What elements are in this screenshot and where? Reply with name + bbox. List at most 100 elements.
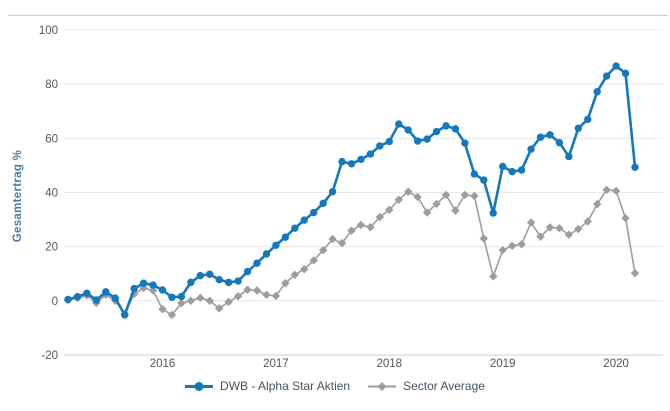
- data-point[interactable]: [224, 278, 233, 287]
- data-point[interactable]: [489, 272, 498, 281]
- data-point[interactable]: [233, 291, 243, 301]
- data-point[interactable]: [460, 190, 470, 200]
- data-point[interactable]: [583, 217, 592, 226]
- data-point[interactable]: [385, 137, 393, 146]
- data-point[interactable]: [177, 292, 186, 301]
- data-point[interactable]: [149, 281, 157, 289]
- data-point[interactable]: [423, 135, 431, 143]
- data-point[interactable]: [83, 289, 91, 297]
- data-point[interactable]: [271, 291, 281, 301]
- data-point[interactable]: [130, 284, 138, 293]
- total-return-line-chart[interactable]: -20 0 20 40 60 80 100 2016 2017 2018 2019 2020: [0, 0, 670, 372]
- data-point[interactable]: [422, 208, 432, 217]
- data-point[interactable]: [499, 162, 507, 171]
- data-point[interactable]: [177, 299, 186, 308]
- data-point[interactable]: [310, 208, 318, 217]
- data-point[interactable]: [526, 218, 536, 227]
- data-point[interactable]: [574, 124, 582, 133]
- data-point[interactable]: [92, 296, 101, 304]
- data-point[interactable]: [451, 125, 460, 133]
- data-point[interactable]: [111, 294, 119, 302]
- data-point[interactable]: [318, 245, 328, 255]
- data-point[interactable]: [366, 150, 375, 158]
- data-point[interactable]: [432, 127, 441, 136]
- data-point[interactable]: [517, 166, 526, 174]
- data-point[interactable]: [611, 186, 621, 196]
- data-point[interactable]: [262, 290, 271, 300]
- data-point[interactable]: [593, 88, 601, 96]
- data-point[interactable]: [291, 224, 299, 232]
- legend-item-dwb[interactable]: DWB - Alpha Star Aktien: [185, 379, 350, 393]
- data-point[interactable]: [196, 271, 204, 280]
- data-point[interactable]: [224, 297, 233, 307]
- data-point[interactable]: [508, 167, 516, 176]
- data-point[interactable]: [328, 187, 337, 196]
- data-point[interactable]: [234, 277, 242, 285]
- data-point[interactable]: [404, 187, 413, 196]
- data-point[interactable]: [253, 259, 261, 267]
- data-point[interactable]: [281, 233, 290, 241]
- data-point[interactable]: [602, 72, 611, 80]
- data-point[interactable]: [545, 223, 555, 232]
- data-point[interactable]: [64, 295, 72, 304]
- data-point[interactable]: [612, 62, 620, 70]
- data-point[interactable]: [206, 270, 214, 278]
- data-point[interactable]: [555, 224, 564, 233]
- data-point[interactable]: [102, 288, 110, 296]
- data-point[interactable]: [290, 270, 299, 280]
- data-point[interactable]: [480, 176, 488, 184]
- data-point[interactable]: [319, 199, 327, 208]
- data-point[interactable]: [479, 234, 488, 243]
- data-point[interactable]: [376, 142, 384, 150]
- data-point[interactable]: [602, 185, 611, 194]
- data-point[interactable]: [347, 226, 356, 235]
- data-point[interactable]: [300, 264, 309, 274]
- data-point[interactable]: [470, 191, 479, 201]
- data-point[interactable]: [584, 115, 592, 124]
- data-point[interactable]: [470, 170, 479, 178]
- data-point[interactable]: [139, 279, 148, 287]
- data-point[interactable]: [215, 275, 223, 284]
- data-point[interactable]: [442, 122, 450, 130]
- data-point[interactable]: [168, 293, 176, 301]
- data-point[interactable]: [565, 152, 573, 161]
- data-point[interactable]: [243, 285, 252, 294]
- data-point[interactable]: [441, 190, 451, 200]
- data-point[interactable]: [205, 296, 214, 305]
- data-point[interactable]: [621, 69, 630, 78]
- data-point[interactable]: [366, 222, 375, 232]
- data-point[interactable]: [347, 160, 356, 168]
- data-point[interactable]: [432, 199, 441, 209]
- data-point[interactable]: [337, 238, 347, 248]
- data-point[interactable]: [385, 205, 394, 215]
- data-point[interactable]: [158, 304, 167, 314]
- data-point[interactable]: [621, 214, 630, 223]
- data-point[interactable]: [196, 293, 205, 303]
- data-point[interactable]: [630, 268, 640, 278]
- data-point[interactable]: [507, 241, 517, 251]
- data-point[interactable]: [564, 230, 574, 239]
- data-point[interactable]: [357, 155, 365, 164]
- data-point[interactable]: [121, 311, 129, 319]
- data-point[interactable]: [536, 133, 545, 141]
- data-point[interactable]: [394, 195, 403, 204]
- data-point[interactable]: [413, 137, 422, 145]
- data-point[interactable]: [574, 224, 583, 234]
- data-point[interactable]: [356, 220, 366, 230]
- data-point[interactable]: [73, 293, 82, 301]
- data-point[interactable]: [631, 163, 639, 171]
- data-point[interactable]: [498, 245, 507, 255]
- data-point[interactable]: [272, 241, 280, 249]
- data-point[interactable]: [243, 267, 252, 276]
- data-point[interactable]: [167, 310, 177, 320]
- data-point[interactable]: [404, 126, 412, 134]
- data-point[interactable]: [186, 296, 196, 305]
- data-point[interactable]: [262, 250, 271, 258]
- data-point[interactable]: [546, 131, 554, 139]
- data-point[interactable]: [489, 209, 497, 217]
- data-point[interactable]: [300, 216, 308, 224]
- data-point[interactable]: [593, 199, 602, 209]
- data-point[interactable]: [338, 157, 346, 166]
- data-point[interactable]: [148, 286, 158, 295]
- data-point[interactable]: [252, 286, 262, 295]
